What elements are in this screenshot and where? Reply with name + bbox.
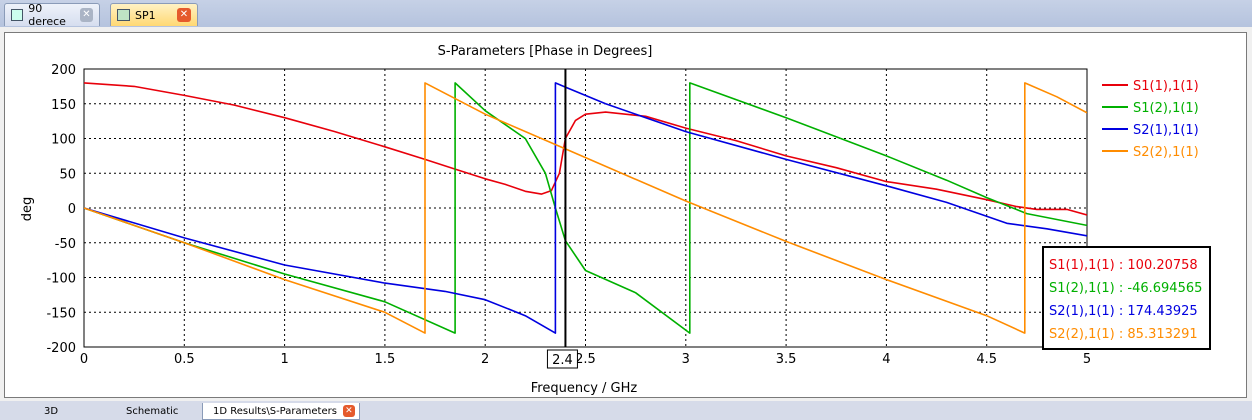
readout-value-2: S2(1),1(1) : 174.43925 (1049, 304, 1198, 319)
x-tick-label: 0 (80, 352, 88, 367)
readout-value-1: S1(2),1(1) : -46.694565 (1049, 281, 1202, 296)
x-tick-label: 5 (1083, 352, 1091, 367)
x-tick-label: 4.5 (976, 352, 997, 367)
y-tick-label: 150 (51, 98, 76, 113)
marker-label-box (546, 349, 578, 369)
y-tick-label: -150 (46, 306, 76, 321)
x-tick-label: 4 (882, 352, 890, 367)
tab-label: SP1 (135, 8, 156, 22)
view-tab-bar: 3D Schematic 1D Results\S-Parameters ✕ (0, 402, 1252, 420)
marker-readout-box: S1(1),1(1) : 100.20758 S1(2),1(1) : -46.6… (1042, 246, 1211, 350)
series-line-2 (84, 82, 1087, 334)
y-tick-label: 0 (68, 202, 76, 217)
s-parameter-phase-chart[interactable]: S-Parameters [Phase in Degrees] 0 0.5 1 1.5… (5, 33, 1246, 397)
x-tick-label: 2 (481, 352, 489, 367)
chart-icon (117, 9, 130, 21)
document-tab-bar: 90 derece ✕ SP1 ✕ (0, 0, 1252, 28)
x-axis-label: Frequency / GHz (531, 381, 638, 396)
plot-area[interactable]: S-Parameters [Phase in Degrees] 0 0.5 1 1.5… (4, 32, 1247, 398)
y-tick-label: 100 (51, 133, 76, 148)
tab-3d[interactable]: 3D (44, 406, 59, 417)
tab-label: 90 derece (28, 2, 66, 28)
frequency-marker[interactable]: 2.4 (546, 69, 578, 369)
y-tick-label: -50 (55, 237, 76, 252)
y-axis-label: deg (20, 197, 35, 222)
y-tick-label: -100 (46, 272, 76, 287)
x-tick-label: 3 (682, 352, 690, 367)
close-icon[interactable]: ✕ (342, 405, 355, 417)
axis-ticks: 0 0.5 1 1.5 2 2.5 3 3.5 4 4.5 5 200 150 100 50 0 -50 -100… (46, 63, 1091, 367)
y-tick-label: 200 (51, 63, 76, 78)
x-tick-label: 0.5 (174, 352, 195, 367)
readout-value-0: S1(1),1(1) : 100.20758 (1049, 258, 1198, 273)
x-tick-label: 1.5 (375, 352, 396, 367)
marker-label: 2.4 (552, 353, 573, 368)
tab-schematic[interactable]: Schematic (126, 406, 179, 417)
legend-entry-1: S1(2),1(1) (1133, 101, 1199, 116)
x-tick-label: 1 (280, 352, 288, 367)
tab-label: 1D Results\S-Parameters (213, 405, 337, 417)
series-line-3 (84, 82, 1087, 334)
grid (83, 68, 1088, 348)
x-tick-label: 3.5 (776, 352, 797, 367)
chart-title: S-Parameters [Phase in Degrees] (438, 44, 653, 59)
legend: S1(1),1(1) S1(2),1(1) S2(1),1(1) S2(2),1(1) (1102, 79, 1199, 160)
tab-1d-results[interactable]: 1D Results\S-Parameters ✕ (202, 403, 360, 420)
legend-entry-3: S2(2),1(1) (1133, 145, 1199, 160)
close-icon[interactable]: ✕ (79, 8, 93, 22)
tab-90-derece[interactable]: 90 derece ✕ (4, 2, 100, 28)
tab-sp1[interactable]: SP1 ✕ (110, 3, 198, 26)
schematic-icon (11, 9, 24, 21)
readout-box (1042, 246, 1211, 350)
y-tick-label: 50 (59, 167, 76, 182)
readout-value-3: S2(2),1(1) : 85.313291 (1049, 327, 1198, 342)
legend-entry-0: S1(1),1(1) (1133, 79, 1199, 94)
x-tick-label: 2.5 (575, 352, 596, 367)
y-tick-label: -200 (46, 341, 76, 356)
close-icon[interactable]: ✕ (177, 8, 191, 22)
legend-entry-2: S2(1),1(1) (1133, 123, 1199, 138)
